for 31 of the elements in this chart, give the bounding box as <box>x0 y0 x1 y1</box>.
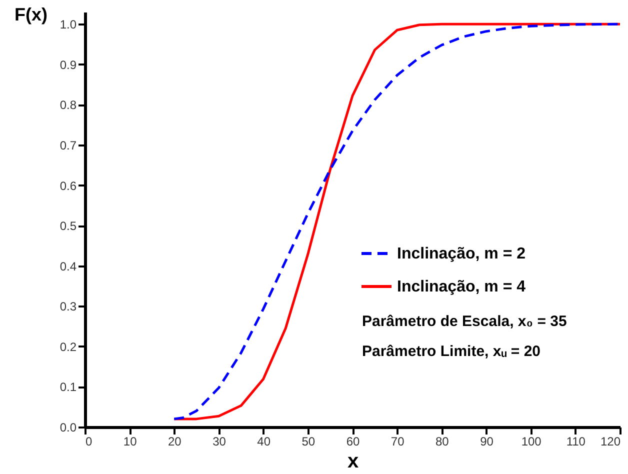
annotation: Parâmetro Limite, xᵤ = 20 <box>362 343 541 360</box>
y-tick-label: 0.3 <box>60 300 77 314</box>
line-series <box>172 22 622 420</box>
x-tick-label: 100 <box>521 434 542 448</box>
x-tick-label: 120 <box>600 434 621 448</box>
x-tick-label: 20 <box>168 434 182 448</box>
y-tick-label: 1.0 <box>60 18 77 32</box>
y-tick-label: 0.4 <box>60 259 77 274</box>
x-axis-title: x <box>347 450 359 472</box>
x-tick-label: 110 <box>566 434 586 448</box>
x-tick-label: 60 <box>346 434 360 448</box>
x-tick-label: 10 <box>123 434 138 448</box>
x-tick-label: 0 <box>86 434 92 448</box>
legend-label: Inclinação, m = 2 <box>397 246 526 262</box>
legend-label: Inclinação, m = 4 <box>397 278 526 296</box>
y-tick-label: 0.7 <box>60 138 77 152</box>
y-tick-label: 0.5 <box>60 219 77 234</box>
x-tick-label: 70 <box>390 434 405 448</box>
y-tick-label: 0.8 <box>60 98 77 112</box>
y-tick-label: 0.6 <box>60 178 77 193</box>
x-tick-label: 80 <box>435 434 450 448</box>
y-tick-label: 0.0 <box>60 420 77 434</box>
y-tick-label: 0.9 <box>60 58 77 72</box>
y-axis-title: F(x) <box>14 4 48 24</box>
x-tick-label: 30 <box>212 434 226 448</box>
x-tick-label: 50 <box>302 434 316 448</box>
y-tick-label: 0.1 <box>60 380 77 394</box>
y-tick-label: 0.2 <box>60 340 77 354</box>
annotation: Parâmetro de Escala, x₀ = 35 <box>362 313 567 330</box>
x-tick-label: 40 <box>257 434 271 448</box>
x-tick-label: 90 <box>480 434 494 448</box>
